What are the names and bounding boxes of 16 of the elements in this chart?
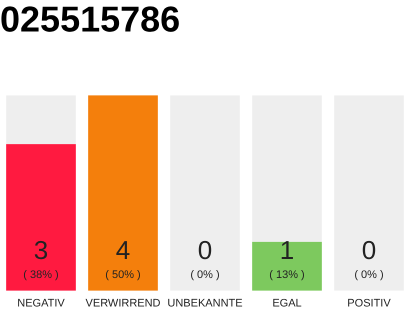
- annotation: 0: [198, 234, 212, 265]
- annotation: 3: [34, 234, 48, 265]
- annotation: ( 38% ): [23, 268, 59, 281]
- x-tick-label: UNBEKANNTE: [167, 297, 243, 310]
- annotation: ( 0% ): [354, 268, 384, 281]
- annotation: ( 50% ): [105, 268, 141, 281]
- x-tick-label: EGAL: [272, 297, 302, 310]
- x-tick-label: VERWIRREND: [86, 297, 161, 310]
- x-tick-label: POSITIV: [347, 297, 392, 310]
- annotation: 1: [280, 234, 294, 265]
- chart-title: 025515786: [0, 0, 180, 40]
- annotation: ( 0% ): [190, 268, 220, 281]
- annotation: 0: [362, 234, 376, 265]
- x-tick-label: NEGATIV: [17, 297, 66, 310]
- annotation: ( 13% ): [269, 268, 305, 281]
- annotation: 4: [116, 234, 130, 265]
